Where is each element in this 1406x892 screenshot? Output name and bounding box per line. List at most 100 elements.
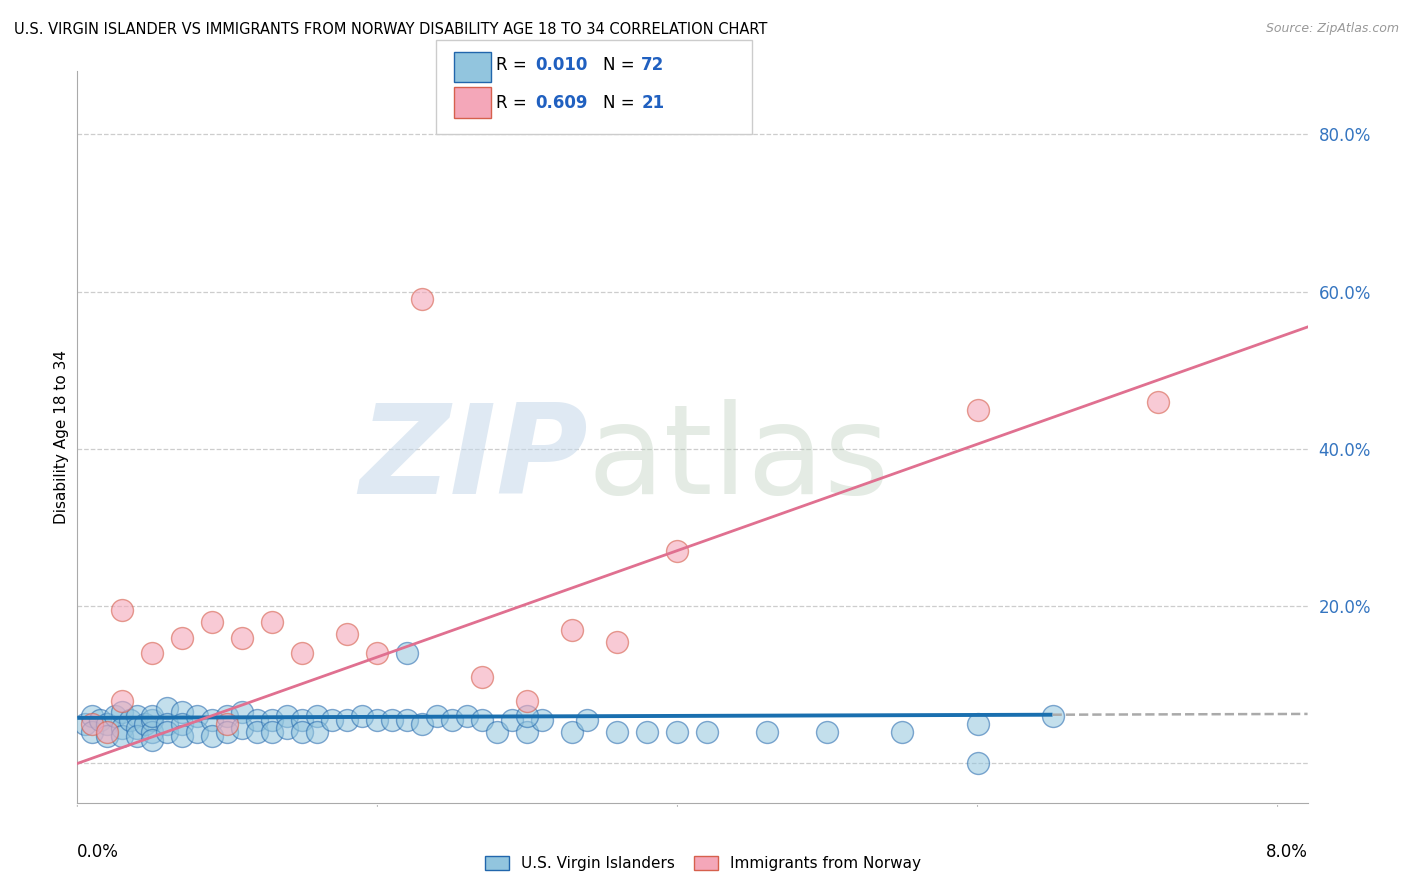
Point	[966, 717, 988, 731]
Point	[561, 623, 583, 637]
Point	[141, 732, 163, 747]
Point	[291, 725, 314, 739]
Text: Source: ZipAtlas.com: Source: ZipAtlas.com	[1265, 22, 1399, 36]
Point	[111, 729, 134, 743]
Point	[352, 709, 374, 723]
Point	[201, 729, 224, 743]
Point	[366, 713, 388, 727]
Point	[111, 721, 134, 735]
Point	[82, 709, 104, 723]
Point	[486, 725, 509, 739]
Point	[426, 709, 449, 723]
Point	[576, 713, 599, 727]
Point	[336, 713, 359, 727]
Point	[262, 713, 284, 727]
Text: R =: R =	[496, 94, 533, 112]
Point	[966, 402, 988, 417]
Text: N =: N =	[603, 94, 640, 112]
Point	[456, 709, 478, 723]
Y-axis label: Disability Age 18 to 34: Disability Age 18 to 34	[53, 350, 69, 524]
Point	[201, 713, 224, 727]
Point	[471, 713, 494, 727]
Point	[156, 725, 179, 739]
Point	[817, 725, 839, 739]
Point	[291, 646, 314, 660]
Point	[291, 713, 314, 727]
Point	[127, 721, 149, 735]
Point	[217, 717, 239, 731]
Point	[471, 670, 494, 684]
Point	[1146, 394, 1168, 409]
Point	[156, 717, 179, 731]
Point	[172, 706, 194, 720]
Point	[561, 725, 583, 739]
Point	[516, 693, 538, 707]
Point	[172, 717, 194, 731]
Point	[82, 725, 104, 739]
Point	[307, 725, 329, 739]
Point	[366, 646, 388, 660]
Point	[501, 713, 523, 727]
Point	[396, 713, 419, 727]
Point	[186, 709, 208, 723]
Point	[73, 717, 96, 731]
Point	[606, 725, 628, 739]
Point	[336, 626, 359, 640]
Point	[231, 631, 253, 645]
Text: atlas: atlas	[588, 399, 890, 519]
Point	[111, 693, 134, 707]
Point	[141, 713, 163, 727]
Point	[246, 725, 269, 739]
Text: ZIP: ZIP	[359, 399, 588, 519]
Text: 0.609: 0.609	[536, 94, 588, 112]
Point	[516, 725, 538, 739]
Point	[127, 729, 149, 743]
Point	[321, 713, 343, 727]
Point	[231, 721, 253, 735]
Point	[127, 709, 149, 723]
Point	[186, 725, 208, 739]
Point	[104, 709, 127, 723]
Point	[966, 756, 988, 771]
Point	[111, 603, 134, 617]
Text: 21: 21	[641, 94, 664, 112]
Point	[217, 725, 239, 739]
Text: N =: N =	[603, 56, 640, 74]
Point	[89, 713, 111, 727]
Point	[111, 706, 134, 720]
Point	[606, 634, 628, 648]
Point	[141, 709, 163, 723]
Point	[262, 725, 284, 739]
Point	[172, 631, 194, 645]
Point	[531, 713, 554, 727]
Point	[96, 729, 118, 743]
Point	[516, 709, 538, 723]
Point	[307, 709, 329, 723]
Point	[396, 646, 419, 660]
Point	[262, 615, 284, 629]
Legend: U.S. Virgin Islanders, Immigrants from Norway: U.S. Virgin Islanders, Immigrants from N…	[478, 850, 928, 877]
Point	[276, 721, 298, 735]
Point	[134, 717, 156, 731]
Text: 0.010: 0.010	[536, 56, 588, 74]
Point	[118, 713, 141, 727]
Point	[82, 717, 104, 731]
Point	[172, 729, 194, 743]
Text: 0.0%: 0.0%	[77, 843, 120, 861]
Text: 8.0%: 8.0%	[1265, 843, 1308, 861]
Text: R =: R =	[496, 56, 533, 74]
Point	[246, 713, 269, 727]
Text: 72: 72	[641, 56, 665, 74]
Point	[141, 725, 163, 739]
Point	[217, 709, 239, 723]
Point	[1042, 709, 1064, 723]
Point	[411, 717, 433, 731]
Point	[201, 615, 224, 629]
Point	[381, 713, 404, 727]
Point	[441, 713, 464, 727]
Point	[666, 725, 689, 739]
Point	[141, 646, 163, 660]
Text: U.S. VIRGIN ISLANDER VS IMMIGRANTS FROM NORWAY DISABILITY AGE 18 TO 34 CORRELATI: U.S. VIRGIN ISLANDER VS IMMIGRANTS FROM …	[14, 22, 768, 37]
Point	[756, 725, 779, 739]
Point	[276, 709, 298, 723]
